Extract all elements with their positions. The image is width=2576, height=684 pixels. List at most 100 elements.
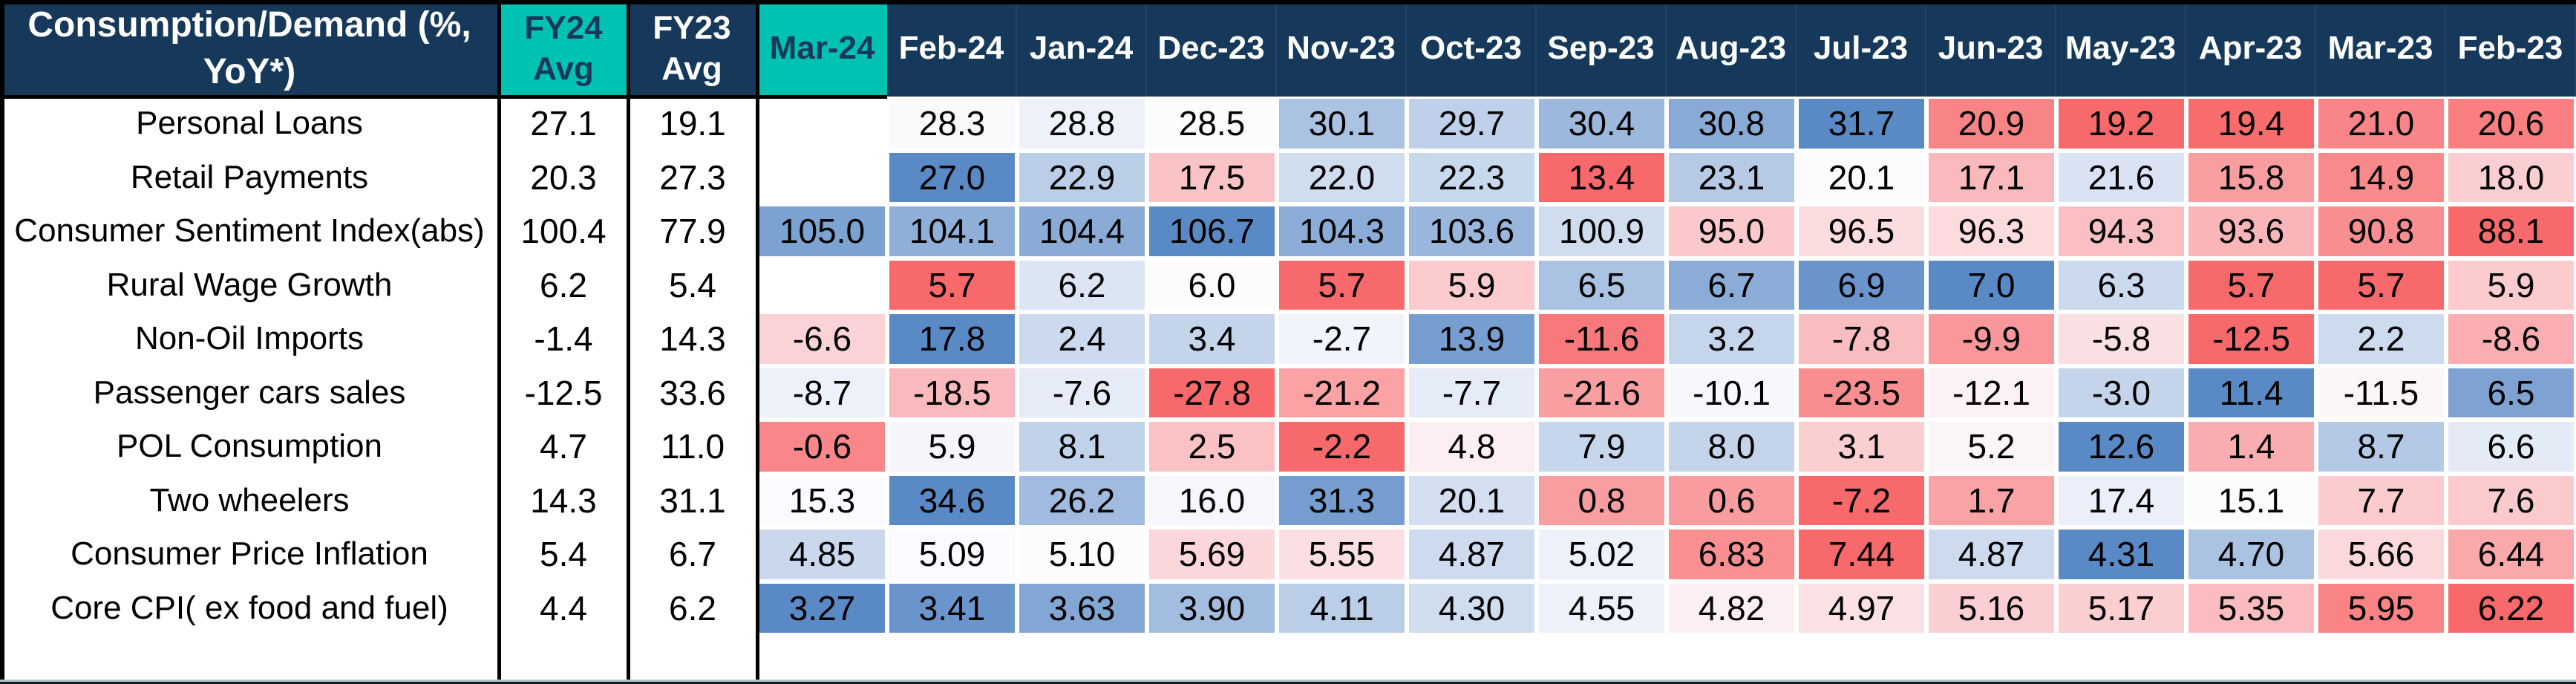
data-cell[interactable]: 3.90 — [1147, 581, 1277, 635]
data-cell[interactable]: 6.2 — [1017, 258, 1147, 312]
data-cell[interactable]: 22.3 — [1407, 150, 1537, 204]
data-cell[interactable]: -21.2 — [1277, 365, 1407, 420]
empty-cell[interactable] — [757, 635, 2576, 680]
column-header-feb-24[interactable]: Feb-24 — [887, 0, 1017, 97]
data-cell[interactable]: 2.4 — [1017, 312, 1147, 366]
data-cell[interactable]: -7.8 — [1797, 312, 1926, 366]
data-cell[interactable]: 4.55 — [1537, 581, 1667, 635]
column-header-may-23[interactable]: May-23 — [2056, 0, 2186, 97]
data-cell[interactable]: 20.1 — [1407, 473, 1537, 527]
data-cell[interactable]: 15.8 — [2186, 150, 2316, 204]
fy23-avg-cell[interactable]: 5.4 — [628, 258, 757, 312]
data-cell[interactable]: 6.83 — [1667, 527, 1797, 582]
data-cell[interactable]: 15.3 — [757, 473, 887, 527]
data-cell[interactable]: 8.7 — [2316, 420, 2446, 474]
column-header-apr-23[interactable]: Apr-23 — [2186, 0, 2316, 97]
data-cell[interactable]: 15.1 — [2186, 473, 2316, 527]
data-cell[interactable]: 16.0 — [1147, 473, 1277, 527]
data-cell[interactable]: 6.3 — [2056, 258, 2186, 312]
data-cell[interactable]: 6.6 — [2446, 420, 2576, 474]
data-cell[interactable]: 6.9 — [1797, 258, 1926, 312]
data-cell[interactable]: 31.3 — [1277, 473, 1407, 527]
data-cell[interactable]: 0.8 — [1537, 473, 1667, 527]
data-cell[interactable]: 28.5 — [1147, 97, 1277, 151]
fy24-avg-cell[interactable]: 4.7 — [499, 420, 628, 474]
data-cell[interactable]: 5.16 — [1926, 581, 2056, 635]
column-header-mar-24[interactable]: Mar-24 — [757, 0, 887, 97]
data-cell[interactable]: 5.17 — [2056, 581, 2186, 635]
data-cell[interactable]: 1.7 — [1926, 473, 2056, 527]
empty-cell[interactable] — [628, 635, 757, 680]
row-label-core-cpi-ex-food-and-fuel[interactable]: Core CPI( ex food and fuel) — [0, 581, 499, 635]
data-cell[interactable]: 4.31 — [2056, 527, 2186, 582]
data-cell[interactable]: 5.7 — [2316, 258, 2446, 312]
data-cell[interactable]: -21.6 — [1537, 365, 1667, 420]
data-cell[interactable]: -7.7 — [1407, 365, 1537, 420]
data-cell[interactable]: 13.9 — [1407, 312, 1537, 366]
data-cell[interactable]: 4.87 — [1407, 527, 1537, 582]
data-cell[interactable]: 19.4 — [2186, 97, 2316, 151]
data-cell[interactable]: 22.9 — [1017, 150, 1147, 204]
data-cell[interactable]: 3.2 — [1667, 312, 1797, 366]
data-cell[interactable]: 5.7 — [2186, 258, 2316, 312]
data-cell[interactable]: 100.9 — [1537, 204, 1667, 258]
data-cell[interactable]: 5.9 — [1407, 258, 1537, 312]
data-cell[interactable]: 31.7 — [1797, 97, 1926, 151]
data-cell[interactable]: 30.8 — [1667, 97, 1797, 151]
column-header-dec-23[interactable]: Dec-23 — [1147, 0, 1277, 97]
data-cell[interactable]: 28.8 — [1017, 97, 1147, 151]
data-cell[interactable]: -11.6 — [1537, 312, 1667, 366]
data-cell[interactable]: 4.85 — [757, 527, 887, 582]
data-cell[interactable]: 4.97 — [1797, 581, 1926, 635]
data-cell[interactable]: 5.66 — [2316, 527, 2446, 582]
fy23-avg-cell[interactable]: 11.0 — [628, 420, 757, 474]
data-cell[interactable]: 96.5 — [1797, 204, 1926, 258]
data-cell[interactable]: 4.87 — [1926, 527, 2056, 582]
data-cell[interactable]: 6.0 — [1147, 258, 1277, 312]
data-cell[interactable]: 5.9 — [887, 420, 1017, 474]
data-cell[interactable] — [757, 258, 887, 312]
data-cell[interactable]: 6.5 — [2446, 365, 2576, 420]
data-cell[interactable]: 4.70 — [2186, 527, 2316, 582]
fy23-avg-cell[interactable]: 33.6 — [628, 365, 757, 420]
data-cell[interactable]: 20.6 — [2446, 97, 2576, 151]
data-cell[interactable]: 14.9 — [2316, 150, 2446, 204]
data-cell[interactable]: 104.4 — [1017, 204, 1147, 258]
data-cell[interactable]: 2.5 — [1147, 420, 1277, 474]
fy23-avg-cell[interactable]: 14.3 — [628, 312, 757, 366]
data-cell[interactable]: -0.6 — [757, 420, 887, 474]
data-cell[interactable]: 105.0 — [757, 204, 887, 258]
data-cell[interactable]: 18.0 — [2446, 150, 2576, 204]
data-cell[interactable]: 6.7 — [1667, 258, 1797, 312]
data-cell[interactable]: 30.4 — [1537, 97, 1667, 151]
row-label-consumer-price-inflation[interactable]: Consumer Price Inflation — [0, 527, 499, 582]
data-cell[interactable]: 7.6 — [2446, 473, 2576, 527]
data-cell[interactable]: 5.55 — [1277, 527, 1407, 582]
data-cell[interactable]: 104.3 — [1277, 204, 1407, 258]
column-header-mar-23[interactable]: Mar-23 — [2316, 0, 2446, 97]
fy23-avg-cell[interactable]: 6.2 — [628, 581, 757, 635]
data-cell[interactable]: 6.5 — [1537, 258, 1667, 312]
fy24-avg-cell[interactable]: 5.4 — [499, 527, 628, 582]
data-cell[interactable]: 4.8 — [1407, 420, 1537, 474]
row-label-two-wheelers[interactable]: Two wheelers — [0, 473, 499, 527]
row-label-personal-loans[interactable]: Personal Loans — [0, 97, 499, 151]
fy24-avg-cell[interactable]: 6.2 — [499, 258, 628, 312]
data-cell[interactable]: -18.5 — [887, 365, 1017, 420]
data-cell[interactable]: 12.6 — [2056, 420, 2186, 474]
data-cell[interactable]: 5.9 — [2446, 258, 2576, 312]
data-cell[interactable]: 4.82 — [1667, 581, 1797, 635]
data-cell[interactable]: 11.4 — [2186, 365, 2316, 420]
data-cell[interactable]: 27.0 — [887, 150, 1017, 204]
data-cell[interactable]: 0.6 — [1667, 473, 1797, 527]
data-cell[interactable]: 93.6 — [2186, 204, 2316, 258]
data-cell[interactable]: 2.2 — [2316, 312, 2446, 366]
column-header-fy24-avg[interactable]: FY24 Avg — [499, 0, 628, 97]
data-cell[interactable]: -8.7 — [757, 365, 887, 420]
data-cell[interactable]: 29.7 — [1407, 97, 1537, 151]
empty-cell[interactable] — [499, 635, 628, 680]
data-cell[interactable]: -8.6 — [2446, 312, 2576, 366]
data-cell[interactable]: 21.0 — [2316, 97, 2446, 151]
fy23-avg-cell[interactable]: 27.3 — [628, 150, 757, 204]
fy24-avg-cell[interactable]: -12.5 — [499, 365, 628, 420]
